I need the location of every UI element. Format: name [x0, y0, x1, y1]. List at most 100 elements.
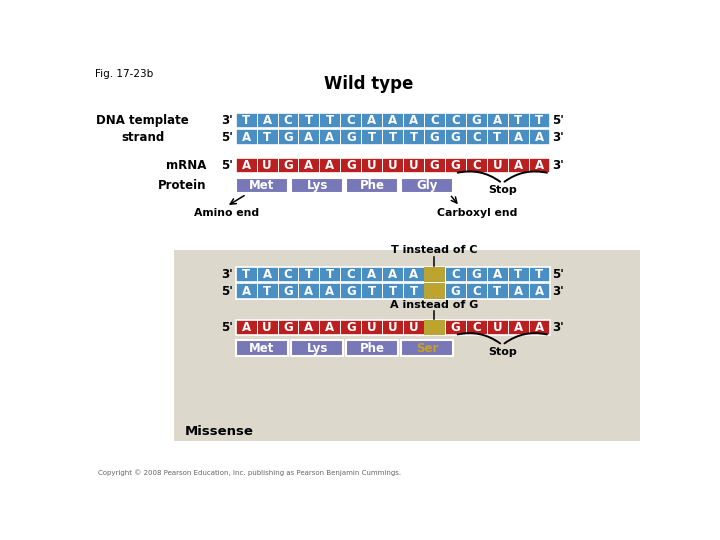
Text: T: T — [514, 268, 522, 281]
Bar — [346, 178, 398, 193]
Text: Carboxyl end: Carboxyl end — [436, 208, 517, 218]
Text: G: G — [346, 131, 356, 144]
Text: A: A — [534, 321, 544, 334]
Bar — [235, 130, 549, 145]
Text: A: A — [492, 114, 502, 127]
Text: T: T — [368, 285, 376, 298]
Text: A: A — [325, 321, 334, 334]
Text: 3': 3' — [552, 159, 564, 172]
Text: G: G — [283, 131, 293, 144]
Text: T: T — [263, 131, 271, 144]
Text: U: U — [262, 321, 272, 334]
Text: T: T — [389, 285, 397, 298]
Text: T: T — [535, 114, 543, 127]
Text: G: G — [283, 159, 293, 172]
Bar — [291, 178, 343, 193]
Text: T: T — [305, 114, 313, 127]
Text: U: U — [367, 159, 377, 172]
Text: 3': 3' — [552, 131, 564, 144]
Text: G: G — [472, 268, 481, 281]
Text: T: T — [410, 285, 418, 298]
Text: C: C — [472, 321, 481, 334]
Text: strand: strand — [121, 131, 164, 144]
Bar — [235, 267, 549, 282]
Bar — [346, 340, 398, 356]
Text: A: A — [409, 268, 418, 281]
Text: A: A — [513, 131, 523, 144]
Text: G: G — [451, 285, 460, 298]
Text: A: A — [367, 268, 377, 281]
Text: A: A — [367, 114, 377, 127]
Text: A: A — [534, 131, 544, 144]
Text: T: T — [535, 268, 543, 281]
Text: C: C — [284, 268, 292, 281]
Text: A: A — [430, 321, 439, 334]
Bar — [424, 320, 445, 335]
Text: A: A — [534, 159, 544, 172]
Text: A: A — [242, 159, 251, 172]
Text: U: U — [492, 159, 502, 172]
Bar — [401, 340, 454, 356]
Text: 3': 3' — [552, 285, 564, 298]
Text: U: U — [409, 321, 418, 334]
Text: U: U — [409, 159, 418, 172]
Text: Copyright © 2008 Pearson Education, Inc. publishing as Pearson Benjamin Cummings: Copyright © 2008 Pearson Education, Inc.… — [98, 469, 401, 476]
Text: A: A — [534, 285, 544, 298]
Text: T: T — [242, 114, 251, 127]
Text: G: G — [283, 321, 293, 334]
Text: C: C — [472, 131, 481, 144]
Text: T: T — [410, 131, 418, 144]
Text: 5': 5' — [552, 114, 564, 127]
Text: A instead of G: A instead of G — [390, 300, 479, 309]
Text: Amino end: Amino end — [194, 208, 259, 218]
Text: T: T — [514, 114, 522, 127]
Text: Stop: Stop — [488, 347, 517, 356]
Text: U: U — [388, 159, 397, 172]
Bar — [235, 158, 549, 173]
Text: 5': 5' — [221, 131, 233, 144]
Text: Missense: Missense — [184, 425, 253, 438]
Text: Gly: Gly — [416, 179, 438, 192]
Text: A: A — [513, 285, 523, 298]
Text: A: A — [305, 285, 313, 298]
Text: T: T — [389, 131, 397, 144]
Text: U: U — [367, 321, 377, 334]
Text: C: C — [472, 285, 481, 298]
Text: G: G — [283, 285, 293, 298]
Text: A: A — [242, 285, 251, 298]
Text: Lys: Lys — [307, 179, 328, 192]
Text: U: U — [492, 321, 502, 334]
Text: Fig. 17-23b: Fig. 17-23b — [94, 70, 153, 79]
Text: T: T — [493, 285, 501, 298]
Bar — [424, 284, 445, 299]
Text: A: A — [242, 321, 251, 334]
Text: G: G — [451, 321, 460, 334]
Text: C: C — [284, 114, 292, 127]
Text: Ser: Ser — [416, 342, 438, 355]
Text: G: G — [346, 285, 356, 298]
Text: T: T — [305, 268, 313, 281]
Text: T: T — [325, 114, 334, 127]
Text: Lys: Lys — [307, 342, 328, 355]
Text: A: A — [513, 159, 523, 172]
Text: C: C — [472, 159, 481, 172]
Text: G: G — [451, 159, 460, 172]
Text: A: A — [263, 114, 271, 127]
Text: A: A — [263, 268, 271, 281]
Text: U: U — [262, 159, 272, 172]
Bar — [235, 340, 289, 356]
Text: 3': 3' — [221, 268, 233, 281]
Text: G: G — [430, 159, 439, 172]
Text: 5': 5' — [552, 268, 564, 281]
Bar — [235, 284, 549, 299]
Text: U: U — [388, 321, 397, 334]
Text: C: C — [346, 268, 355, 281]
Text: G: G — [472, 114, 481, 127]
Text: A: A — [513, 321, 523, 334]
Text: A: A — [430, 285, 439, 298]
Text: G: G — [346, 321, 356, 334]
Text: A: A — [325, 285, 334, 298]
Text: C: C — [451, 268, 460, 281]
Text: A: A — [325, 159, 334, 172]
Text: T: T — [493, 131, 501, 144]
